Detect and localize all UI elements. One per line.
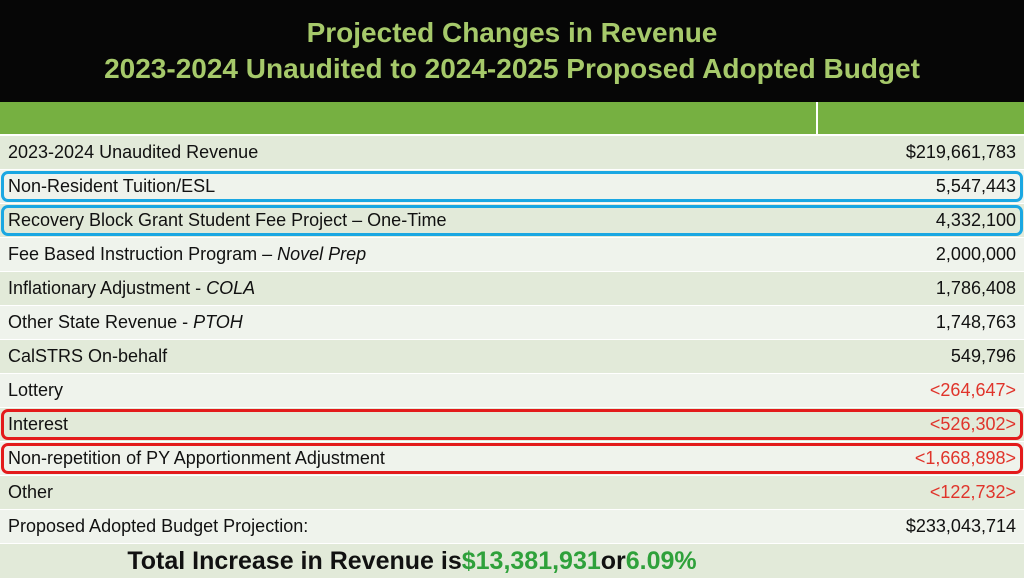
table-row: Other <122,732> (0, 476, 1024, 510)
row-label: CalSTRS On-behalf (0, 346, 816, 367)
row-label-text: Interest (8, 414, 69, 434)
table-row: Non-Resident Tuition/ESL 5,547,443 (0, 170, 1024, 204)
total-prefix: Total Increase in Revenue is (127, 546, 462, 575)
row-label-text: Fee Based Instruction Program – (8, 244, 278, 264)
row-value: <1,668,898> (914, 448, 1016, 468)
table-row: Proposed Adopted Budget Projection: $233,… (0, 510, 1024, 544)
title-line-1: Projected Changes in Revenue (306, 17, 718, 48)
row-label: Recovery Block Grant Student Fee Project… (0, 210, 816, 231)
row-label-text: 2023-2024 Unaudited Revenue (8, 142, 259, 162)
row-value: <264,647> (929, 380, 1016, 400)
row-label-text: CalSTRS On-behalf (8, 346, 168, 366)
row-label-text: Other State Revenue - (8, 312, 194, 332)
title-line-2: 2023-2024 Unaudited to 2024-2025 Propose… (104, 53, 920, 84)
row-label: Interest (0, 414, 816, 435)
table-header-row (0, 102, 1024, 136)
total-increase-row: Total Increase in Revenue is $13,381,931… (0, 544, 1024, 578)
row-label: Lottery (0, 380, 816, 401)
row-value: 5,547,443 (935, 176, 1016, 196)
table-row: Recovery Block Grant Student Fee Project… (0, 204, 1024, 238)
row-value: <526,302> (929, 414, 1016, 434)
row-label: 2023-2024 Unaudited Revenue (0, 142, 816, 163)
row-value: 4,332,100 (935, 210, 1016, 230)
table-header-description (0, 102, 818, 134)
row-label-emphasis: COLA (206, 278, 256, 298)
table-row: 2023-2024 Unaudited Revenue $219,661,783 (0, 136, 1024, 170)
row-value: 1,786,408 (935, 278, 1016, 298)
revenue-table: 2023-2024 Unaudited Revenue $219,661,783 N… (0, 102, 1024, 578)
row-label-emphasis: Novel Prep (277, 244, 367, 264)
row-value: $219,661,783 (905, 142, 1016, 162)
row-label: Fee Based Instruction Program – Novel Pr… (0, 244, 816, 265)
table-row: Other State Revenue - PTOH 1,748,763 (0, 306, 1024, 340)
total-percent: 6.09% (625, 546, 697, 575)
table-row: Fee Based Instruction Program – Novel Pr… (0, 238, 1024, 272)
row-label-text: Recovery Block Grant Student Fee Project… (8, 210, 447, 230)
title-bar: Projected Changes in Revenue 2023-2024 U… (0, 0, 1024, 102)
table-row: Non-repetition of PY Apportionment Adjus… (0, 442, 1024, 476)
row-value: 549,796 (950, 346, 1016, 366)
row-label: Non-Resident Tuition/ESL (0, 176, 816, 197)
row-label: Proposed Adopted Budget Projection: (0, 516, 816, 537)
row-label-text: Proposed Adopted Budget Projection: (8, 516, 309, 536)
row-label-text: Other (8, 482, 54, 502)
table-row: Lottery <264,647> (0, 374, 1024, 408)
row-label-emphasis: PTOH (193, 312, 243, 332)
table-body: 2023-2024 Unaudited Revenue $219,661,783 N… (0, 136, 1024, 544)
total-amount: $13,381,931 (461, 546, 601, 575)
row-label-text: Lottery (8, 380, 64, 400)
row-label-text: Non-repetition of PY Apportionment Adjus… (8, 448, 385, 468)
row-value: 2,000,000 (935, 244, 1016, 264)
table-header-amount (818, 102, 1024, 134)
row-label: Non-repetition of PY Apportionment Adjus… (0, 448, 816, 469)
table-row: Inflationary Adjustment - COLA 1,786,408 (0, 272, 1024, 306)
row-value: 1,748,763 (935, 312, 1016, 332)
table-row: CalSTRS On-behalf 549,796 (0, 340, 1024, 374)
table-row: Interest <526,302> (0, 408, 1024, 442)
row-label: Other State Revenue - PTOH (0, 312, 816, 333)
row-value: <122,732> (929, 482, 1016, 502)
row-label-text: Inflationary Adjustment - (8, 278, 207, 298)
row-label: Other (0, 482, 816, 503)
row-label: Inflationary Adjustment - COLA (0, 278, 816, 299)
row-label-text: Non-Resident Tuition/ESL (8, 176, 216, 196)
total-middle: or (600, 546, 626, 575)
row-value: $233,043,714 (905, 516, 1016, 536)
